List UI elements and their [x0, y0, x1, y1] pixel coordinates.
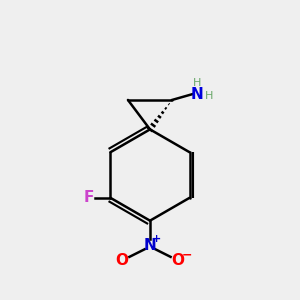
- Text: N: N: [144, 238, 156, 253]
- Text: F: F: [83, 190, 94, 205]
- Text: −: −: [182, 249, 193, 262]
- Text: O: O: [172, 253, 184, 268]
- Text: N: N: [191, 87, 203, 102]
- Text: O: O: [116, 253, 128, 268]
- Text: +: +: [152, 234, 161, 244]
- Text: H: H: [205, 92, 214, 101]
- Text: H: H: [193, 78, 201, 88]
